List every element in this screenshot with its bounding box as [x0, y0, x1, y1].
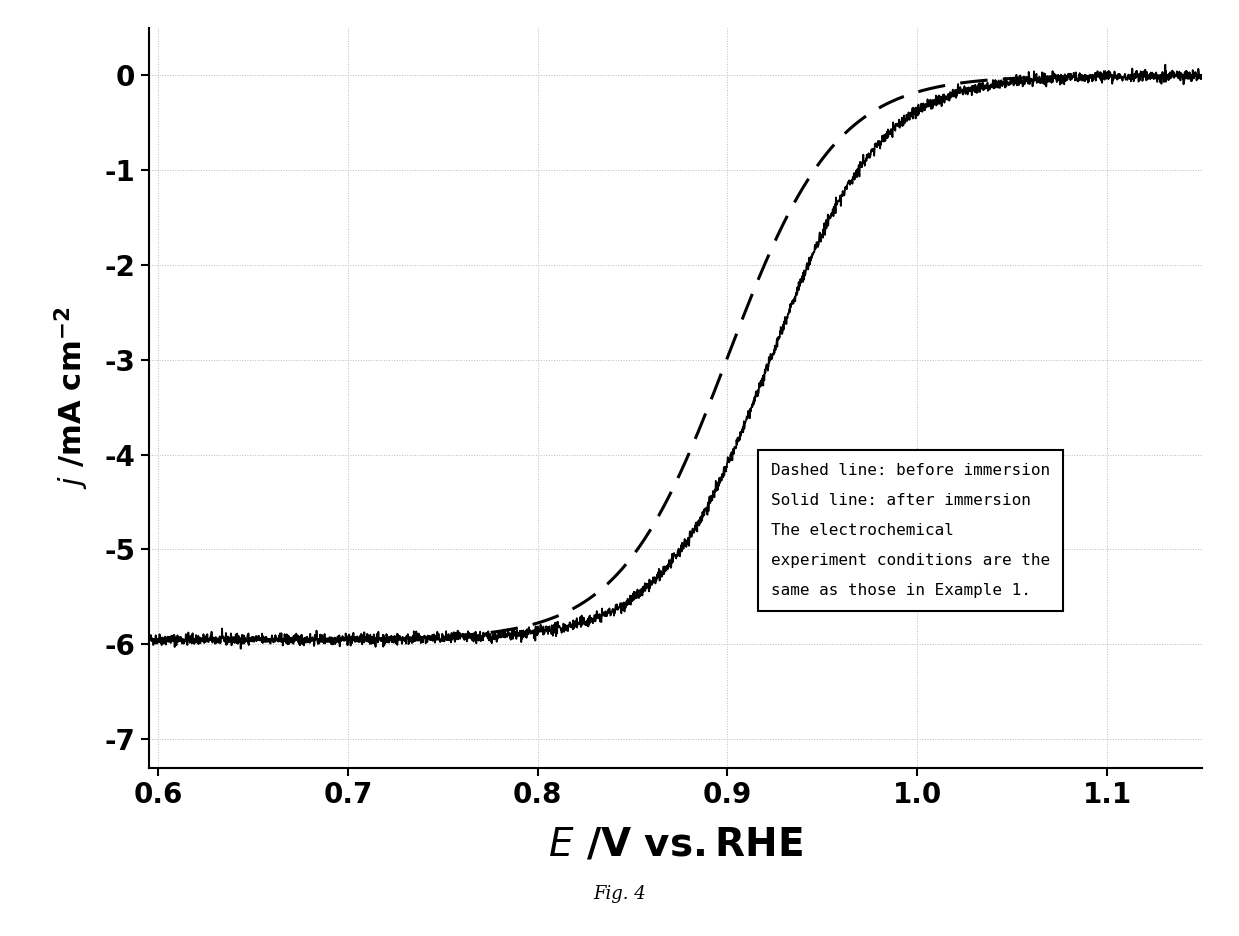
- X-axis label: $\mathbf{\mathit{E}}$ $\mathbf{/ V}$ $\mathbf{vs. RHE}$: $\mathbf{\mathit{E}}$ $\mathbf{/ V}$ $\m…: [548, 826, 803, 863]
- Text: Dashed line: before immersion

Solid line: after immersion

The electrochemical
: Dashed line: before immersion Solid line…: [771, 463, 1051, 598]
- Text: Fig. 4: Fig. 4: [593, 885, 646, 902]
- Y-axis label: $\mathbf{\mathit{j}}$ $\mathbf{/ mA\ cm^{-2}}$: $\mathbf{\mathit{j}}$ $\mathbf{/ mA\ cm^…: [52, 307, 90, 489]
